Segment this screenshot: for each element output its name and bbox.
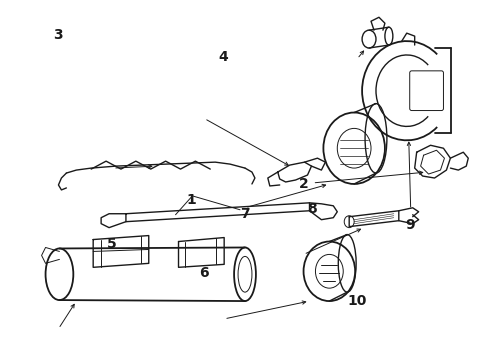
Text: 5: 5 bbox=[106, 237, 116, 251]
Text: 1: 1 bbox=[187, 193, 196, 207]
Text: 6: 6 bbox=[199, 266, 208, 280]
Text: 10: 10 bbox=[347, 294, 367, 309]
Text: 3: 3 bbox=[53, 28, 63, 42]
Text: 9: 9 bbox=[406, 218, 415, 231]
Text: 8: 8 bbox=[307, 202, 317, 216]
Text: 2: 2 bbox=[298, 176, 308, 190]
Text: 4: 4 bbox=[218, 50, 228, 64]
Text: 7: 7 bbox=[240, 207, 250, 221]
